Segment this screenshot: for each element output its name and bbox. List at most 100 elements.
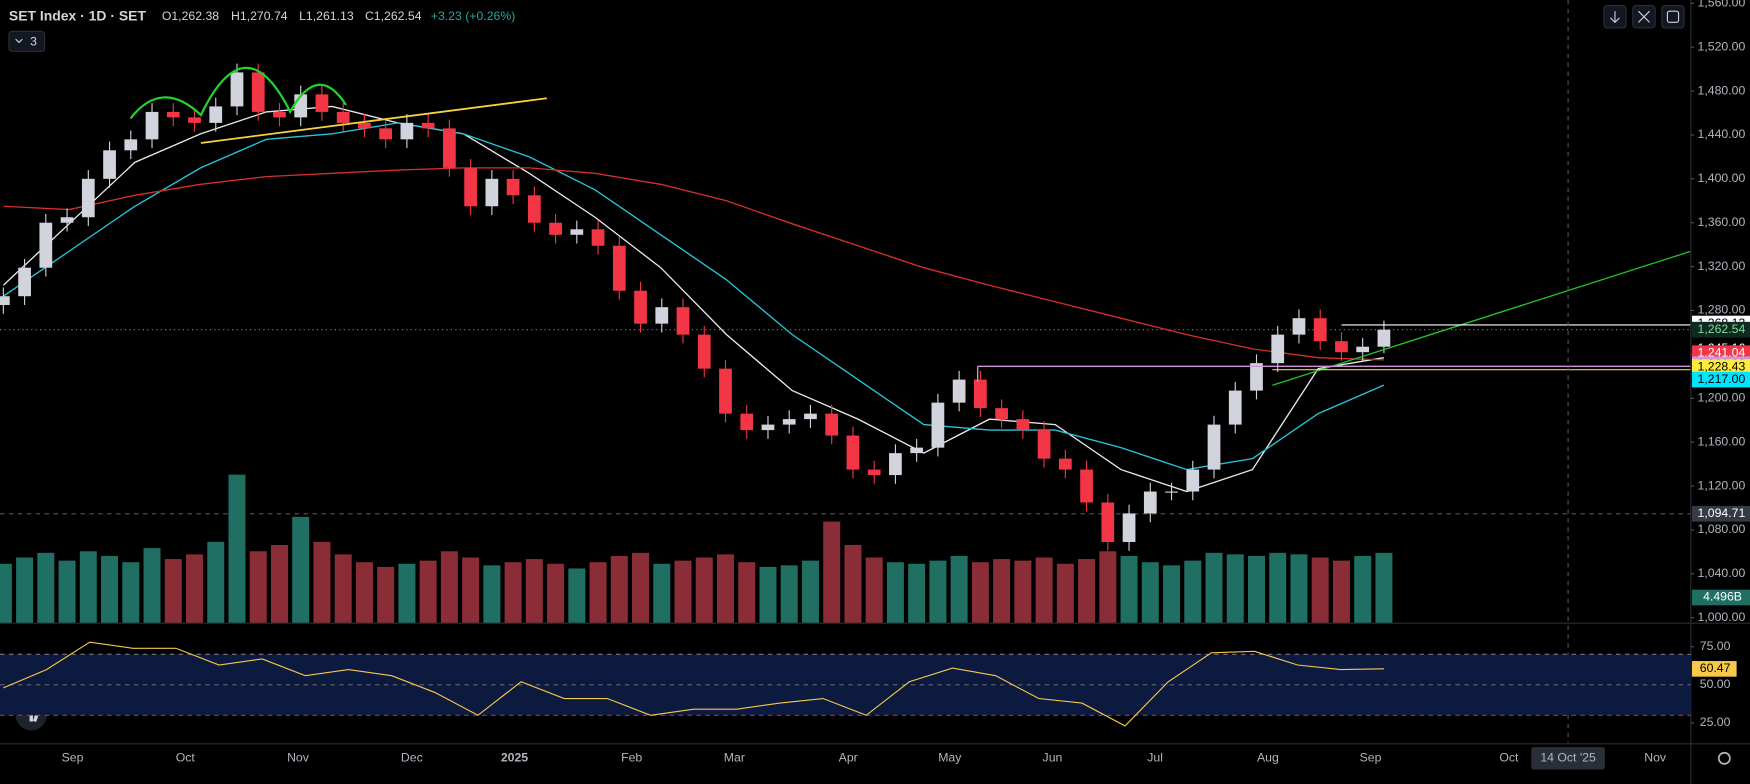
volume-label-bg xyxy=(1691,589,1750,606)
candle-body xyxy=(400,122,414,140)
moving-average xyxy=(2,105,1385,493)
candle-body xyxy=(1335,341,1348,353)
candle-body xyxy=(1228,390,1242,425)
volume-bar xyxy=(37,552,55,624)
candle-body xyxy=(782,419,796,425)
candle-body xyxy=(889,453,902,476)
volume-bar xyxy=(1184,560,1202,624)
candle-body xyxy=(209,106,223,123)
volume-bar xyxy=(1311,557,1329,624)
candle-body xyxy=(1122,513,1136,542)
close-icon xyxy=(1637,10,1650,23)
volume-bar xyxy=(1290,554,1308,624)
rsi-line xyxy=(3,641,1384,727)
indicator-count: 3 xyxy=(30,35,37,49)
candle-body xyxy=(995,408,1008,420)
candle-body xyxy=(867,469,881,476)
ohlc-low: L1,261.13 xyxy=(299,9,354,23)
volume-bar xyxy=(164,559,182,624)
candle-body xyxy=(18,267,31,297)
x-tick-label: May xyxy=(938,751,962,765)
candle-body xyxy=(60,217,74,223)
volume-bar xyxy=(79,551,97,624)
volume-bar xyxy=(908,563,926,624)
candle-body xyxy=(1250,363,1263,391)
x-tick-label: Feb xyxy=(621,751,642,765)
volume-bar xyxy=(1354,555,1372,624)
candle-body xyxy=(910,447,924,454)
candle-body xyxy=(166,111,180,118)
volume-bar xyxy=(462,557,480,624)
volume-bar xyxy=(398,563,416,624)
volume-bar xyxy=(1332,560,1350,624)
volume-bar xyxy=(270,545,288,624)
candle-body xyxy=(527,195,541,223)
x-tick-label: Jun xyxy=(1043,751,1063,765)
candle-body xyxy=(273,111,286,118)
volume-bar xyxy=(1141,562,1159,624)
volume-bar xyxy=(801,560,819,624)
candle-body xyxy=(761,424,775,431)
volume-bar xyxy=(1035,557,1053,624)
y-tick-label: 1,200.00 xyxy=(1698,391,1746,405)
trend-line xyxy=(1272,250,1692,386)
candle-body xyxy=(570,229,584,235)
candle-body xyxy=(719,368,732,414)
volume-bar xyxy=(547,563,565,624)
y-tick-label: 1,120.00 xyxy=(1698,478,1746,492)
y-tick-label: 1,160.00 xyxy=(1698,434,1746,448)
maximize-icon xyxy=(1666,10,1680,23)
volume-bar xyxy=(695,557,713,624)
candle-body xyxy=(1313,318,1327,342)
candle-body xyxy=(825,413,839,436)
price-label-bg xyxy=(1691,371,1750,388)
candle-body xyxy=(591,229,605,246)
rsi-tick-label: 25.00 xyxy=(1700,715,1731,729)
candle-body xyxy=(1271,334,1285,364)
toolbar xyxy=(1603,5,1685,29)
ohlc-close: C1,262.54 xyxy=(365,9,422,23)
volume-label: 4.496B xyxy=(1703,590,1742,604)
candle-body xyxy=(1016,419,1030,431)
settings-icon[interactable] xyxy=(1717,751,1731,765)
volume-bar xyxy=(1014,560,1032,624)
price-label: 1,262.54 xyxy=(1698,322,1746,336)
volume-bar xyxy=(504,562,522,624)
y-tick-label: 1,280.00 xyxy=(1698,303,1746,317)
volume-bar xyxy=(16,557,34,624)
candle-body xyxy=(294,94,308,118)
volume-bar xyxy=(632,552,650,624)
y-tick-label: 1,560.00 xyxy=(1698,0,1746,10)
x-tick-label: Oct xyxy=(176,751,196,765)
button[interactable] xyxy=(1661,5,1685,29)
volume-bar xyxy=(419,560,437,624)
price-label-bg xyxy=(1691,359,1750,375)
candle-body xyxy=(1292,318,1306,335)
price-label-bg xyxy=(1691,321,1750,338)
candle-body xyxy=(421,122,435,129)
volume-bar xyxy=(1226,554,1244,624)
candle-body xyxy=(974,379,987,409)
indicator-toggle[interactable] xyxy=(8,30,46,52)
volume-bar xyxy=(355,562,373,624)
volume-bar xyxy=(865,557,883,624)
head-shoulders-drawing xyxy=(129,66,347,120)
volume-bar xyxy=(1099,551,1117,624)
candle-body xyxy=(1037,430,1051,459)
candle-body xyxy=(336,111,350,123)
volume-bar xyxy=(440,551,458,624)
y-tick-label: 1,520.00 xyxy=(1698,39,1746,53)
y-tick-label: 1,480.00 xyxy=(1698,83,1746,97)
candle-body xyxy=(506,178,520,196)
candle-body xyxy=(697,334,711,369)
ohlc: O1,262.38 H1,270.74 L1,261.13 C1,262.54 … xyxy=(162,9,516,23)
candle-body xyxy=(0,296,10,306)
volume-bar xyxy=(589,562,607,624)
volume-bar xyxy=(1247,555,1265,624)
volume-bar xyxy=(143,548,161,624)
x-tick-label: Nov xyxy=(287,751,310,765)
candle-body xyxy=(443,128,456,168)
candle-body xyxy=(103,150,116,179)
volume-bar xyxy=(738,562,756,624)
x-tick-label: 2025 xyxy=(501,751,528,765)
